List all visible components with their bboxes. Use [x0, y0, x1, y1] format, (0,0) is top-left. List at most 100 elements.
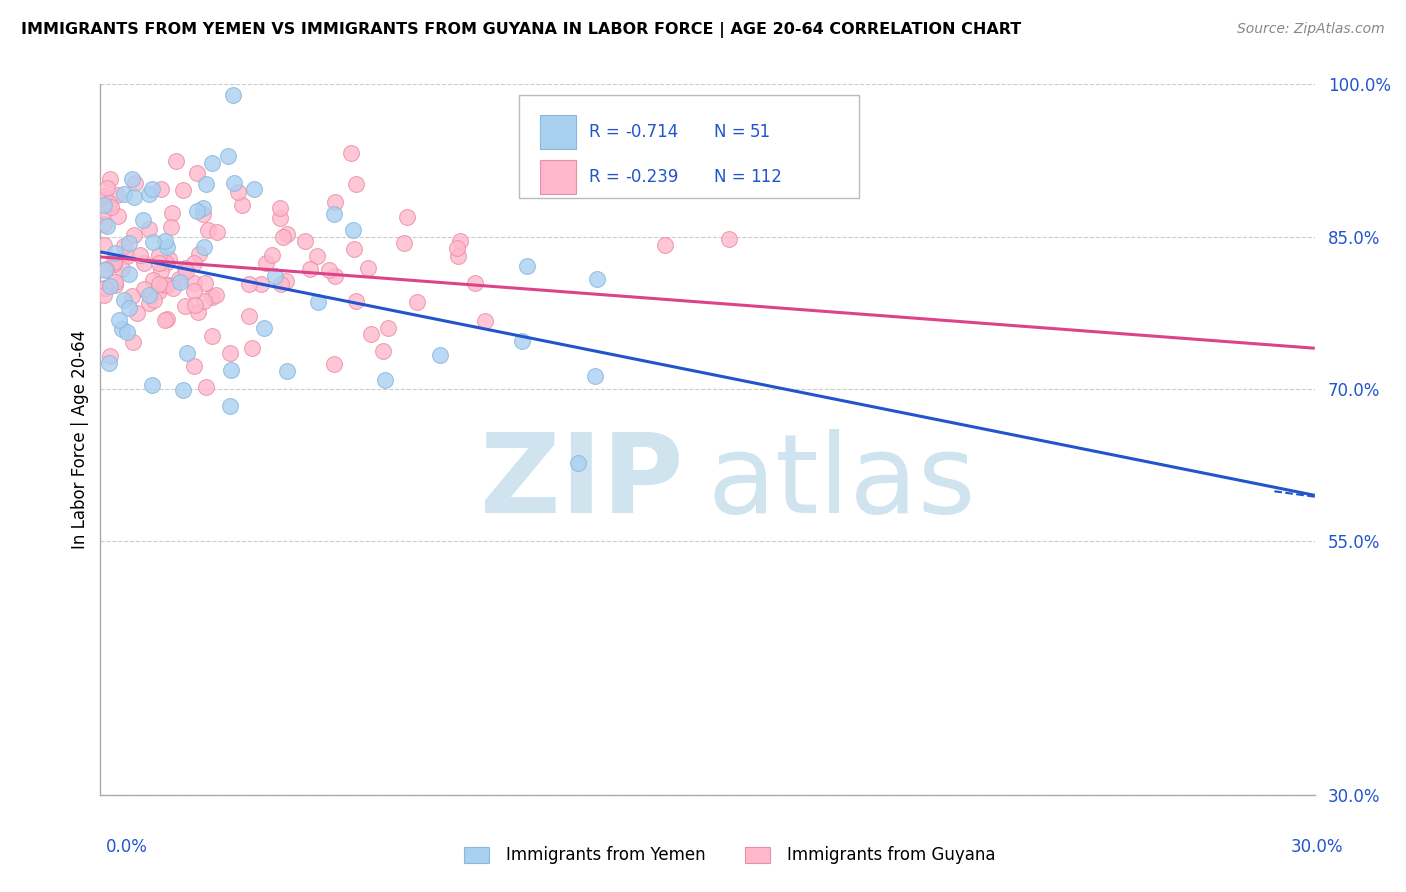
Point: [174, 264, 197, 278]
Point: [344, 178, 367, 192]
Point: [127, 306, 149, 320]
Text: -0.239: -0.239: [626, 169, 678, 186]
Point: [93, 198, 115, 212]
Point: [323, 207, 346, 221]
Point: [148, 284, 170, 298]
Bar: [540, 161, 576, 194]
Point: [150, 264, 173, 278]
Point: [219, 362, 242, 376]
Point: [138, 222, 160, 236]
Point: [307, 294, 329, 309]
Point: [276, 364, 298, 378]
Point: [186, 166, 208, 180]
Point: [186, 203, 208, 218]
Point: [94, 263, 117, 277]
Point: [585, 272, 607, 286]
Point: [107, 209, 129, 223]
Point: [104, 246, 127, 260]
Point: [200, 329, 222, 343]
Point: [253, 321, 276, 335]
Point: [449, 235, 471, 249]
Point: [143, 293, 166, 307]
Point: [183, 285, 205, 299]
Point: [111, 262, 134, 277]
Point: [141, 377, 163, 392]
Point: [148, 256, 170, 270]
Point: [98, 172, 121, 186]
Point: [138, 288, 160, 302]
Point: [155, 278, 177, 293]
Point: [93, 189, 115, 203]
Point: [98, 196, 121, 211]
Point: [176, 346, 198, 360]
Point: [153, 313, 176, 327]
Text: IMMIGRANTS FROM YEMEN VS IMMIGRANTS FROM GUYANA IN LABOR FORCE | AGE 20-64 CORRE: IMMIGRANTS FROM YEMEN VS IMMIGRANTS FROM…: [21, 22, 1021, 38]
Point: [429, 348, 451, 362]
Point: [269, 211, 291, 226]
Bar: [464, 847, 489, 863]
Text: ZIP: ZIP: [479, 429, 683, 536]
Point: [262, 248, 284, 262]
Point: [195, 380, 218, 394]
Point: [148, 277, 170, 291]
Point: [112, 293, 135, 308]
Point: [205, 288, 228, 302]
Point: [318, 263, 340, 277]
Point: [159, 219, 181, 234]
Point: [263, 268, 285, 283]
Point: [193, 294, 215, 309]
Point: [118, 268, 141, 282]
Point: [307, 249, 329, 263]
Point: [121, 172, 143, 186]
Point: [93, 237, 115, 252]
Point: [96, 219, 118, 233]
Point: [323, 195, 346, 210]
Point: [357, 261, 380, 276]
Y-axis label: In Labor Force | Age 20-64: In Labor Force | Age 20-64: [72, 330, 89, 549]
Point: [105, 187, 128, 202]
Text: R =: R =: [589, 123, 624, 141]
Point: [122, 334, 145, 349]
Point: [298, 262, 321, 277]
Point: [188, 247, 211, 261]
Point: [134, 282, 156, 296]
Point: [141, 182, 163, 196]
Point: [112, 186, 135, 201]
Point: [193, 240, 215, 254]
Point: [104, 277, 127, 292]
Point: [396, 211, 419, 225]
Point: [374, 374, 396, 388]
Point: [156, 312, 179, 326]
Point: [96, 181, 118, 195]
Point: [162, 281, 184, 295]
Text: -0.714: -0.714: [626, 123, 678, 141]
Point: [98, 279, 121, 293]
Point: [217, 149, 239, 163]
Point: [464, 277, 486, 291]
Text: Source: ZipAtlas.com: Source: ZipAtlas.com: [1237, 22, 1385, 37]
Point: [243, 182, 266, 196]
Point: [344, 293, 367, 308]
Point: [269, 201, 291, 215]
Point: [447, 249, 470, 263]
Text: 112: 112: [749, 169, 782, 186]
Point: [132, 255, 155, 269]
Point: [174, 260, 197, 275]
Point: [219, 345, 242, 359]
Point: [156, 240, 179, 254]
Point: [153, 234, 176, 248]
Point: [193, 207, 215, 221]
Text: 51: 51: [749, 123, 772, 141]
Point: [111, 322, 134, 336]
Point: [224, 176, 246, 190]
Point: [183, 359, 205, 373]
Point: [172, 383, 194, 397]
Point: [129, 248, 152, 262]
Point: [218, 399, 240, 413]
Point: [142, 272, 165, 286]
Point: [474, 314, 496, 328]
Point: [165, 154, 187, 169]
FancyBboxPatch shape: [519, 95, 859, 198]
Point: [567, 456, 589, 470]
Point: [132, 212, 155, 227]
